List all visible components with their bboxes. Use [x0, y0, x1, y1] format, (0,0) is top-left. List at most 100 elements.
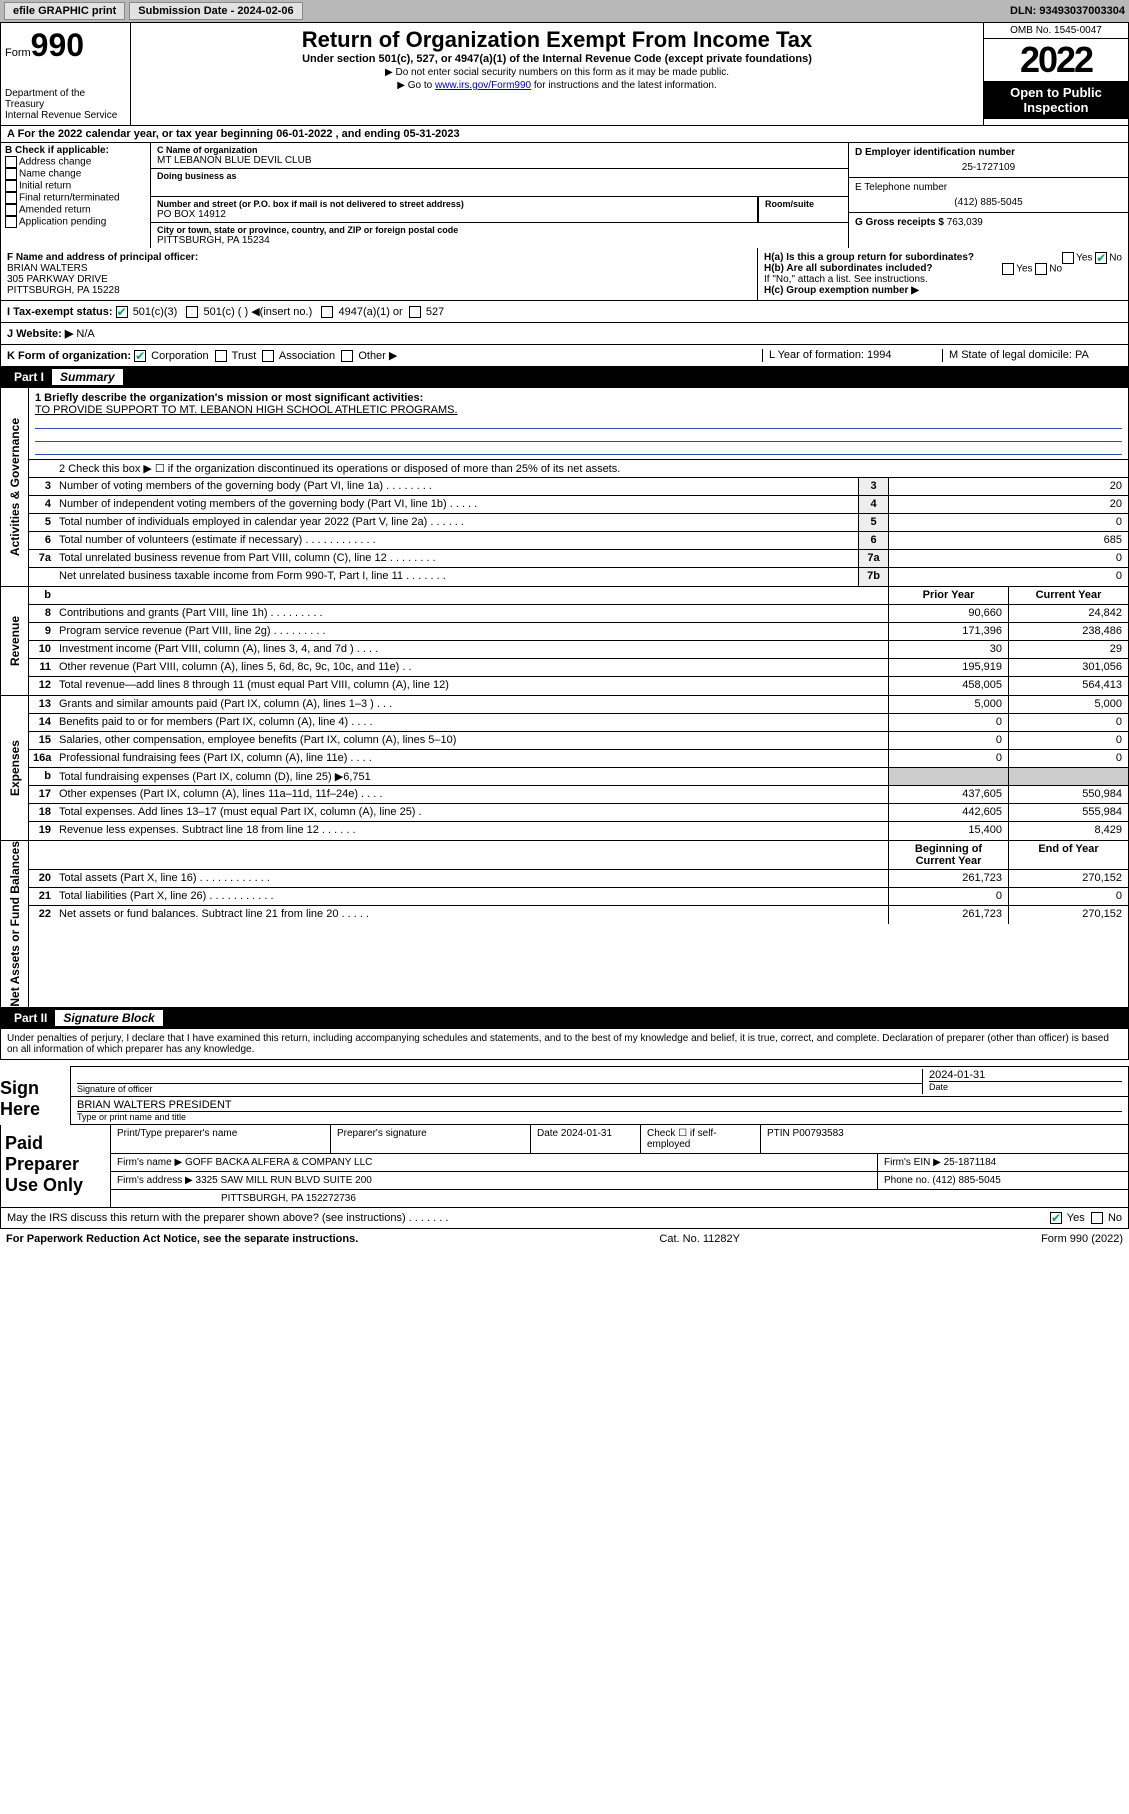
col-c-name-address: C Name of organization MT LEBANON BLUE D… — [151, 143, 848, 248]
officer-name-title: BRIAN WALTERS PRESIDENT — [77, 1099, 1122, 1111]
table-row: bTotal fundraising expenses (Part IX, co… — [29, 768, 1128, 786]
sig-officer-label: Signature of officer — [77, 1083, 922, 1094]
table-row: 21Total liabilities (Part X, line 26) . … — [29, 888, 1128, 906]
website-value: N/A — [76, 328, 94, 340]
table-row: 9Program service revenue (Part VIII, lin… — [29, 623, 1128, 641]
vtab-governance: Activities & Governance — [1, 388, 29, 586]
form-number: 990 — [31, 27, 84, 63]
efile-print-button[interactable]: efile GRAPHIC print — [4, 2, 125, 20]
cb-address-change[interactable]: Address change — [5, 156, 146, 168]
sign-here-block: Sign Here Signature of officer 2024-01-3… — [0, 1066, 1129, 1125]
cb-527[interactable] — [409, 306, 421, 318]
officer-addr2: PITTSBURGH, PA 15228 — [7, 285, 751, 296]
part2-title: Signature Block — [55, 1010, 162, 1026]
form-word: Form — [5, 47, 31, 59]
firm-name: Firm's name ▶ GOFF BACKA ALFERA & COMPAN… — [111, 1154, 878, 1171]
tel-value: (412) 885-5045 — [855, 197, 1122, 208]
f-label: F Name and address of principal officer: — [7, 252, 751, 263]
col-f-officer: F Name and address of principal officer:… — [1, 248, 758, 300]
firm-ein: Firm's EIN ▶ 25-1871184 — [878, 1154, 1128, 1171]
cb-501c3[interactable] — [116, 306, 128, 318]
tax-year: 2022 — [984, 39, 1128, 81]
submission-date-button[interactable]: Submission Date - 2024-02-06 — [129, 2, 302, 20]
table-row: 20Total assets (Part X, line 16) . . . .… — [29, 870, 1128, 888]
col-d-ein-phone: D Employer identification number 25-1727… — [848, 143, 1128, 248]
ein-label: D Employer identification number — [855, 147, 1122, 158]
gross-label: G Gross receipts $ — [855, 217, 944, 228]
street-address: PO BOX 14912 — [157, 209, 751, 220]
prep-date: Date 2024-01-31 — [531, 1125, 641, 1153]
dln-label: DLN: 93493037003304 — [1010, 5, 1125, 17]
cb-application-pending[interactable]: Application pending — [5, 216, 146, 228]
officer-name: BRIAN WALTERS — [7, 263, 751, 274]
rev-hdr-b: b — [29, 587, 55, 604]
sig-date-label: Date — [929, 1081, 1122, 1092]
cb-trust[interactable] — [215, 350, 227, 362]
gov-row: 4Number of independent voting members of… — [29, 496, 1128, 514]
row-k-org-form: K Form of organization: Corporation Trus… — [0, 345, 1129, 367]
sign-here-label: Sign Here — [0, 1066, 70, 1120]
hb-no-cb[interactable] — [1035, 263, 1047, 275]
table-row: 18Total expenses. Add lines 13–17 (must … — [29, 804, 1128, 822]
irs-link[interactable]: www.irs.gov/Form990 — [435, 80, 531, 91]
gov-row: 5Total number of individuals employed in… — [29, 514, 1128, 532]
part2-header: Part II Signature Block — [0, 1008, 1129, 1028]
gov-row: 6Total number of volunteers (estimate if… — [29, 532, 1128, 550]
table-row: 13Grants and similar amounts paid (Part … — [29, 696, 1128, 714]
table-row: 14Benefits paid to or for members (Part … — [29, 714, 1128, 732]
cb-corp[interactable] — [134, 350, 146, 362]
mission-text: TO PROVIDE SUPPORT TO MT. LEBANON HIGH S… — [35, 404, 1122, 416]
cb-final-return[interactable]: Final return/terminated — [5, 192, 146, 204]
instruction-line-2: ▶ Go to www.irs.gov/Form990 for instruct… — [139, 80, 975, 91]
irs-label: Internal Revenue Service — [5, 110, 126, 121]
mission-blank-1 — [35, 416, 1122, 429]
open-public-badge: Open to Public Inspection — [984, 81, 1128, 119]
form-title: Return of Organization Exempt From Incom… — [139, 27, 975, 53]
cb-assoc[interactable] — [262, 350, 274, 362]
cb-amended-return[interactable]: Amended return — [5, 204, 146, 216]
discuss-yes-cb[interactable] — [1050, 1212, 1062, 1224]
subtitle: Under section 501(c), 527, or 4947(a)(1)… — [139, 53, 975, 65]
prep-sig-hdr: Preparer's signature — [331, 1125, 531, 1153]
footer: For Paperwork Reduction Act Notice, see … — [0, 1229, 1129, 1249]
rev-header: b Prior Year Current Year — [29, 587, 1128, 605]
vtab-expenses: Expenses — [1, 696, 29, 840]
instruction-line-1: ▶ Do not enter social security numbers o… — [139, 67, 975, 78]
vtab-revenue: Revenue — [1, 587, 29, 695]
city-state-zip: PITTSBURGH, PA 15234 — [157, 235, 842, 246]
col-b-checkboxes: B Check if applicable: Address change Na… — [1, 143, 151, 248]
dept-treasury: Department of the Treasury — [5, 88, 126, 110]
form-ref: Form 990 (2022) — [1041, 1233, 1123, 1245]
section-expenses: Expenses 13Grants and similar amounts pa… — [0, 696, 1129, 841]
col-h-group: H(a) Is this a group return for subordin… — [758, 248, 1128, 300]
table-row: 15Salaries, other compensation, employee… — [29, 732, 1128, 750]
cb-initial-return[interactable]: Initial return — [5, 180, 146, 192]
cb-name-change[interactable]: Name change — [5, 168, 146, 180]
table-row: 22Net assets or fund balances. Subtract … — [29, 906, 1128, 924]
discuss-no-cb[interactable] — [1091, 1212, 1103, 1224]
paid-preparer-block: Paid Preparer Use Only Print/Type prepar… — [0, 1125, 1129, 1208]
sig-date: 2024-01-31 — [929, 1069, 1122, 1081]
hb-yes-cb[interactable] — [1002, 263, 1014, 275]
mission-block: 1 Briefly describe the organization's mi… — [29, 388, 1128, 460]
ha-no-cb[interactable] — [1095, 252, 1107, 264]
c-name-label: C Name of organization — [157, 145, 842, 155]
prior-year-hdr: Prior Year — [888, 587, 1008, 604]
h-note: If "No," attach a list. See instructions… — [764, 274, 1122, 285]
firm-phone: Phone no. (412) 885-5045 — [878, 1172, 1128, 1189]
cb-501c[interactable] — [186, 306, 198, 318]
cb-other[interactable] — [341, 350, 353, 362]
officer-name-label: Type or print name and title — [77, 1111, 1122, 1122]
hc-label: H(c) Group exemption number ▶ — [764, 285, 1122, 296]
part1-num: Part I — [6, 370, 52, 384]
mission-label: 1 Briefly describe the organization's mi… — [35, 392, 1122, 404]
ha-yes-cb[interactable] — [1062, 252, 1074, 264]
omb-number: OMB No. 1545-0047 — [984, 23, 1128, 39]
cb-4947[interactable] — [321, 306, 333, 318]
l-year-formation: L Year of formation: 1994 — [762, 349, 942, 362]
discuss-question: May the IRS discuss this return with the… — [7, 1212, 1050, 1224]
paid-preparer-label: Paid Preparer Use Only — [1, 1125, 111, 1207]
firm-address: Firm's address ▶ 3325 SAW MILL RUN BLVD … — [111, 1172, 878, 1189]
title-column: Return of Organization Exempt From Incom… — [131, 23, 983, 125]
row-j-website: J Website: ▶ N/A — [0, 323, 1129, 345]
